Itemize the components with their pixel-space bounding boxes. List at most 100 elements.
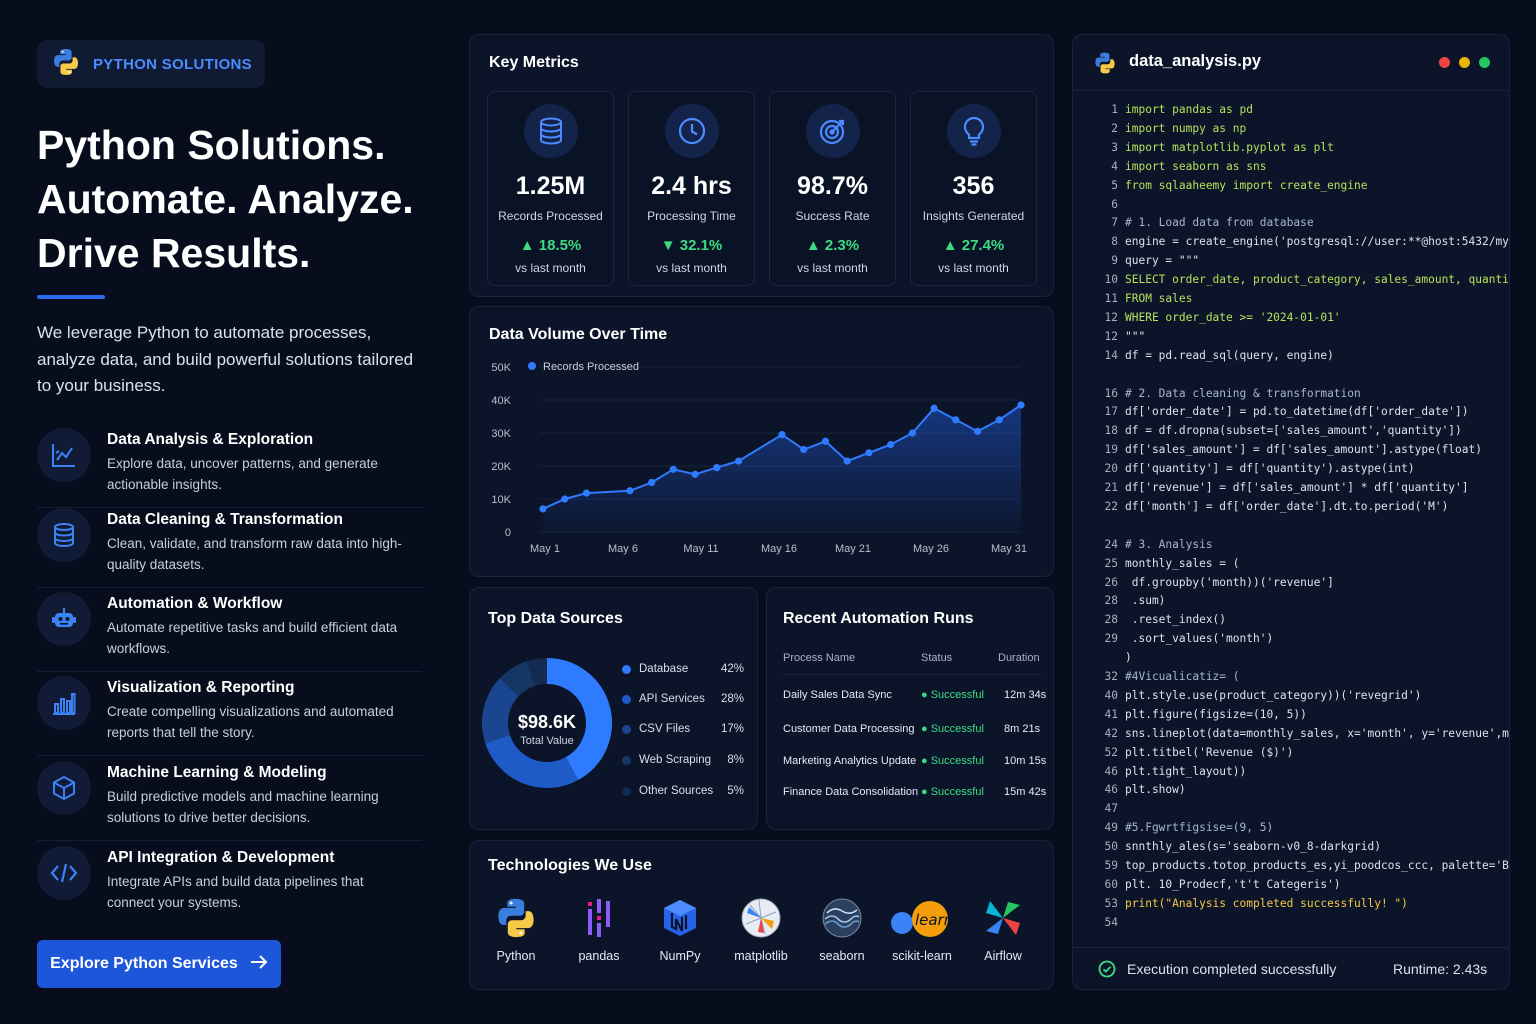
matplotlib-logo-icon [721,893,801,943]
tech-python: Python [476,893,556,963]
data-point [648,478,656,487]
line-number: 46 [1104,764,1118,778]
donut-slice [526,658,548,687]
code-line: 47 [1073,802,1125,821]
line-number: 28 [1104,594,1118,608]
line-text: top_products.totop_products_es,yi_poodco… [1125,859,1509,872]
feature-title: Data Cleaning & Transformation [107,511,343,528]
line-text: #4Vicualicatiz= ( [1125,670,1240,683]
recent-runs-panel: Recent Automation Runs Process Name Stat… [766,587,1054,830]
line-number: 53 [1104,896,1118,910]
code-header-divider [1073,90,1509,91]
code-body[interactable]: 1 import pandas as pd 2 import numpy as np 3… [1073,103,1509,933]
code-line: 9 query = """ [1073,254,1199,273]
maximize-dot[interactable] [1479,57,1490,68]
code-line: 54 [1073,916,1125,933]
tech-name: seaborn [819,949,865,963]
y-tick-label: 30K [491,428,511,440]
metric-change: ▲ 18.5% [519,237,582,254]
triangle-up-icon: ▲ [805,237,825,254]
line-text: df['quantity'] = df['quantity').astype(i… [1125,462,1415,476]
code-line: 29 .sort_values('month') [1073,632,1274,651]
scikit-learn-logo-icon: learn [882,893,962,943]
line-chart-icon [37,428,91,482]
x-tick-label: May 21 [835,543,871,555]
x-tick-label: May 16 [761,543,797,555]
line-number: 42 [1104,726,1118,740]
code-line: 14 df = pd.read_sql(query, engine) [1073,349,1334,368]
key-metrics-panel: Key Metrics 1.25M Records Processed ▲ 18… [469,34,1054,297]
line-number: 12 [1104,310,1118,324]
donut-slice [499,661,536,697]
run-duration: 10m 15s [1004,755,1047,767]
close-dot[interactable] [1439,57,1450,68]
data-point [734,457,743,465]
tech-airflow: Airflow [963,893,1043,963]
cta-label: Explore Python Services [50,955,238,972]
line-text: WHERE order_date >= '2024-01-01' [1125,310,1341,324]
check-circle-icon [1098,960,1116,983]
line-number: 21 [1104,481,1118,494]
legend-dot [622,664,631,674]
code-line [1073,519,1125,538]
line-number: 5 [1111,178,1118,192]
code-line: 3 import matplotlib.pyplot as plt [1073,141,1334,160]
line-text: plt.figure(figsize=(10, 5)) [1125,707,1307,721]
technologies-panel: Technologies We Use Python pandas NumPy … [469,840,1054,990]
line-number: 12 [1104,329,1118,343]
line-number: 26 [1104,575,1118,589]
code-line: 22 df['month'] = df['order_date'].dt.to.p… [1073,499,1449,519]
metric-value: 2.4 hrs [651,172,732,200]
target-icon [805,104,860,158]
feature-automation: Automation & Workflow Automate repetitive… [37,592,422,672]
line-text: df['revenue'] = df['sales_amount'] * df[… [1125,481,1469,494]
code-line: 59 top_products.totop_products_es,yi_pood… [1073,859,1509,878]
code-line: 11 FROM sales [1073,292,1193,311]
pandas-logo-icon [559,893,639,943]
feature-data-cleaning: Data Cleaning & Transformation Clean, val… [37,508,422,588]
line-text: """ [1125,329,1146,343]
top-data-sources-title: Top Data Sources [488,610,623,627]
code-line: 18 df = df.dropna(subset=['sales_amount',… [1073,424,1462,443]
triangle-up-icon: ▲ [519,237,539,254]
x-tick-label: May 6 [608,543,638,555]
feature-visualization: Visualization & Reporting Create compelli… [37,676,422,756]
legend-dot [622,694,631,704]
col-header-status: Status [921,652,953,664]
code-line: 53 print("Analysis completed successfully… [1073,897,1408,916]
code-editor-panel: data_analysis.py 1 import pandas as pd 2 im… [1072,34,1510,990]
code-line: 41 plt.figure(figsize=(10, 5)) [1073,708,1307,727]
code-line: 5 from sqlaaheemy import create_engine [1073,179,1367,198]
data-point [691,470,699,478]
data-volume-chart: 50K 40K 30K 20K 10K 0 May 1 May 6 May 11 May 16 Ma… [491,361,1027,555]
robot-icon [37,592,91,646]
line-number: 49 [1104,821,1118,835]
metric-card: 98.7% Success Rate ▲ 2.3% vs last month [769,91,896,286]
technologies-title: Technologies We Use [488,857,652,874]
tech-name: Python [496,949,536,963]
line-number: 22 [1104,499,1118,513]
explore-services-button[interactable]: Explore Python Services [37,940,281,988]
line-number: 60 [1104,877,1118,891]
feature-title: Automation & Workflow [107,595,283,612]
metric-value: 98.7% [797,172,868,200]
code-line: 49 #5.Fgwrtfigsise=(9, 5) [1073,821,1274,840]
metric-vs: vs last month [656,261,727,275]
hero-line-2: Automate. Analyze. [37,176,414,222]
legend-dot [622,786,631,796]
code-line: 60 plt. 10_Prodecf,'t't Categeris') [1073,878,1341,897]
code-line: 16 # 2. Data cleaning & transformation [1073,387,1361,406]
legend-dot [622,755,631,765]
status-dot-icon: ● [921,723,931,735]
line-number: 16 [1104,386,1118,400]
triangle-down-icon: ▼ [660,237,680,254]
triangle-up-icon: ▲ [942,237,962,254]
legend-label: Records Processed [543,361,639,373]
minimize-dot[interactable] [1459,57,1470,68]
donut-center-value: $98.6K [517,712,577,732]
feature-desc: Automate repetitive tasks and build effi… [107,620,398,656]
line-number: 8 [1111,235,1118,249]
execution-status: Execution completed successfully [1127,961,1337,977]
tech-seaborn: seaborn [802,893,882,963]
y-tick-label: 10K [491,494,511,506]
